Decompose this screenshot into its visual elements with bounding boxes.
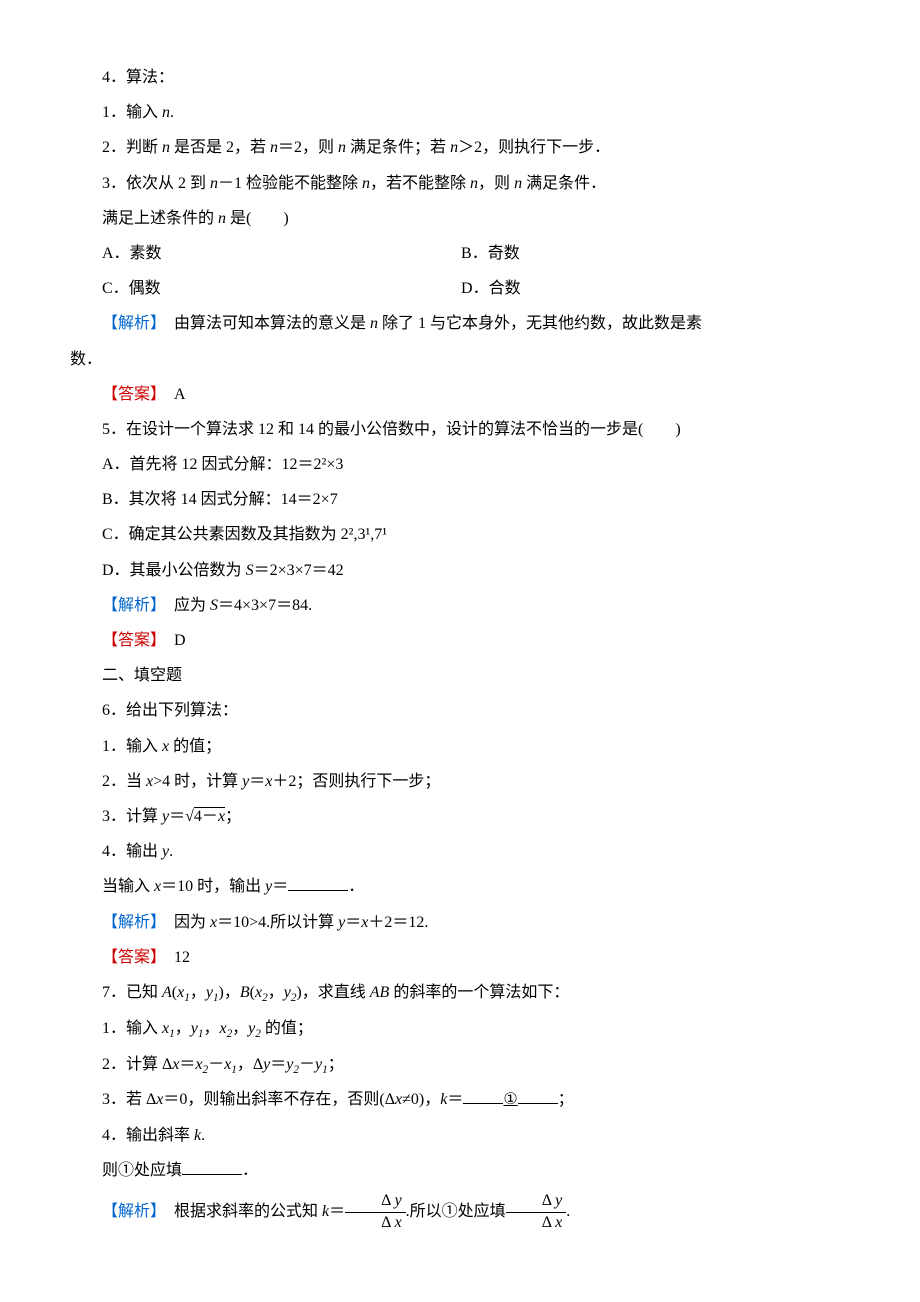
q4-expl-cont: 数．	[70, 342, 850, 377]
q5-title: 5．在设计一个算法求 12 和 14 的最小公倍数中，设计的算法不恰当的一步是(…	[70, 412, 850, 447]
q7-explanation: 【解析】 根据求斜率的公式知 k＝Δ yΔ x.所以①处应填Δ yΔ x.	[70, 1188, 850, 1236]
q4-options-row2: C．偶数 D．合数	[70, 271, 850, 306]
q4-explanation: 【解析】 由算法可知本算法的意义是 n 除了 1 与它本身外，无其他约数，故此数…	[70, 306, 850, 341]
q4-optA: A．素数	[102, 236, 461, 271]
q4-optD: D．合数	[461, 271, 820, 306]
q6-title: 6．给出下列算法：	[70, 693, 850, 728]
q4-optC: C．偶数	[102, 271, 461, 306]
section-2-title: 二、填空题	[70, 658, 850, 693]
q7-step1: 1．输入 x1，y1，x2，y2 的值；	[70, 1011, 850, 1047]
q7-title: 7．已知 A(x1，y1)，B(x2，y2)，求直线 AB 的斜率的一个算法如下…	[70, 975, 850, 1011]
q4-optB: B．奇数	[461, 236, 820, 271]
document-body: 4．算法： 1．输入 n. 2．判断 n 是否是 2，若 n＝2，则 n 满足条…	[70, 60, 850, 1236]
answer-label: 【答案】	[102, 386, 158, 403]
explanation-label: 【解析】	[102, 1203, 158, 1220]
q6-explanation: 【解析】 因为 x＝10>4.所以计算 y＝x＋2＝12.	[70, 905, 850, 940]
blank-fill	[518, 1087, 558, 1104]
blank-fill	[288, 874, 348, 891]
q5-optC: C．确定其公共素因数及其指数为 2²,3¹,7¹	[70, 517, 850, 552]
explanation-label: 【解析】	[102, 315, 158, 332]
q6-answer: 【答案】 12	[70, 940, 850, 975]
q5-answer: 【答案】 D	[70, 623, 850, 658]
q4-step1: 1．输入 n.	[70, 95, 850, 130]
q6-step3: 3．计算 y＝√4－x；	[70, 799, 850, 834]
fraction: Δ yΔ x	[506, 1191, 567, 1234]
q7-then: 则①处应填．	[70, 1153, 850, 1188]
q7-step2: 2．计算 Δx＝x2－x1，Δy＝y2－y1；	[70, 1047, 850, 1083]
q4-step2: 2．判断 n 是否是 2，若 n＝2，则 n 满足条件；若 n＞2，则执行下一步…	[70, 130, 850, 165]
q4-answer: 【答案】 A	[70, 377, 850, 412]
q4-options-row1: A．素数 B．奇数	[70, 236, 850, 271]
q7-step4: 4．输出斜率 k.	[70, 1118, 850, 1153]
q6-step2: 2．当 x>4 时，计算 y＝x＋2；否则执行下一步；	[70, 764, 850, 799]
q6-step1: 1．输入 x 的值；	[70, 729, 850, 764]
q6-when: 当输入 x＝10 时，输出 y＝．	[70, 869, 850, 904]
q6-step4: 4．输出 y.	[70, 834, 850, 869]
q5-optB: B．其次将 14 因式分解：14＝2×7	[70, 482, 850, 517]
q7-step3: 3．若 Δx＝0，则输出斜率不存在，否则(Δx≠0)，k＝①；	[70, 1082, 850, 1117]
q5-explanation: 【解析】 应为 S＝4×3×7＝84.	[70, 588, 850, 623]
q4-step3: 3．依次从 2 到 n－1 检验能不能整除 n，若不能整除 n，则 n 满足条件…	[70, 166, 850, 201]
explanation-label: 【解析】	[102, 914, 158, 931]
answer-label: 【答案】	[102, 949, 158, 966]
q5-optD: D．其最小公倍数为 S＝2×3×7＝42	[70, 553, 850, 588]
answer-label: 【答案】	[102, 632, 158, 649]
q4-condition: 满足上述条件的 n 是( )	[70, 201, 850, 236]
blank-fill	[463, 1087, 503, 1104]
q5-optA: A．首先将 12 因式分解：12＝2²×3	[70, 447, 850, 482]
q4-title: 4．算法：	[70, 60, 850, 95]
fraction: Δ yΔ x	[345, 1191, 406, 1234]
explanation-label: 【解析】	[102, 597, 158, 614]
blank-fill	[182, 1158, 242, 1175]
